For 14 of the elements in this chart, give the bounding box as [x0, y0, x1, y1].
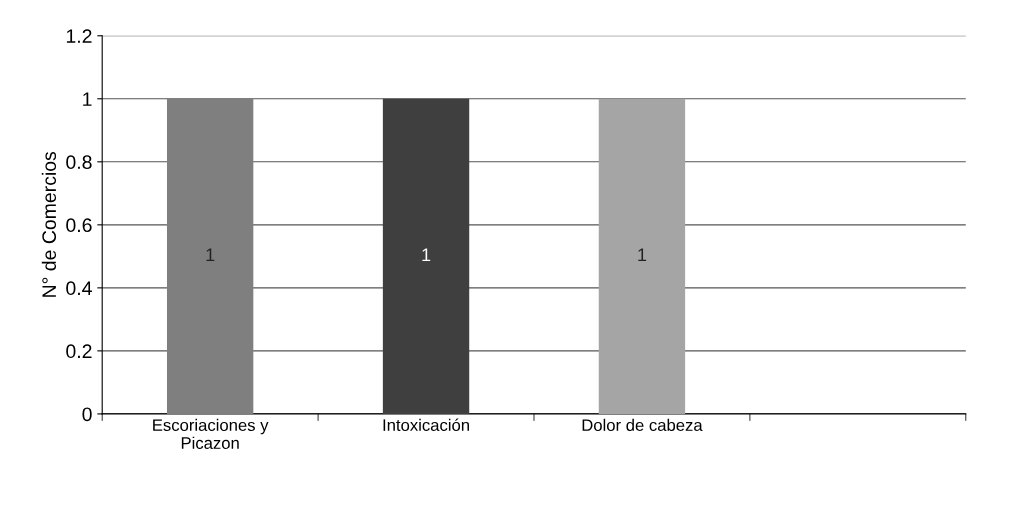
y-axis-title: N° de Comercios — [41, 151, 57, 297]
x-tick-label: Dolor de cabeza — [582, 418, 703, 432]
y-tick-label: 0.2 — [66, 344, 92, 359]
x-tick-label: Escoriaciones y Picazon — [153, 418, 269, 449]
data-label: 1 — [638, 248, 647, 262]
y-tick-label: 1 — [83, 92, 92, 106]
y-tick-label: 0.4 — [66, 281, 92, 296]
data-label: 1 — [422, 248, 431, 262]
y-tick-label: 0.6 — [66, 218, 92, 233]
y-tick-label: 1.2 — [66, 29, 92, 43]
y-tick-label: 0.8 — [66, 155, 92, 170]
x-tick-label: Intoxicación — [383, 418, 469, 432]
data-label: 1 — [206, 248, 215, 262]
y-tick-label: 0 — [82, 407, 92, 422]
